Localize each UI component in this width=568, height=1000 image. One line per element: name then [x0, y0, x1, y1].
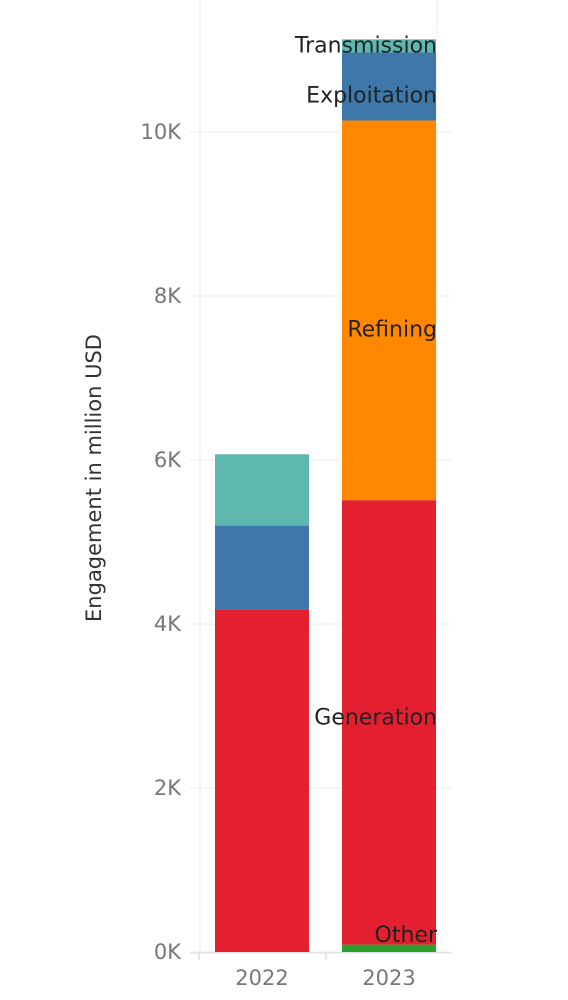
- y-tick-label: 4K: [154, 612, 182, 636]
- y-axis-title: Engagement in million USD: [82, 334, 106, 622]
- segment-label-exploitation: Exploitation: [306, 83, 437, 108]
- segment-labels: Other Generation Refining Exploitation Trans…: [294, 33, 438, 948]
- bars: [215, 39, 436, 952]
- segment-label-generation: Generation: [314, 706, 437, 731]
- bar-segment-refining-2023[interactable]: [342, 120, 436, 501]
- bar-segment-transmission-2023[interactable]: [342, 39, 436, 53]
- y-tick-label: 6K: [154, 448, 182, 472]
- y-tick-label: 2K: [154, 776, 182, 800]
- bar-segment-transmission-2022[interactable]: [215, 454, 309, 526]
- bar-segment-exploitation-2022[interactable]: [215, 525, 309, 610]
- y-tick-label: 0K: [154, 940, 182, 964]
- y-tick-label: 10K: [141, 120, 183, 144]
- x-axis: 2022 2023: [190, 952, 452, 990]
- segment-label-transmission: Transmission: [294, 33, 437, 58]
- bar-segment-generation-2023[interactable]: [342, 500, 436, 945]
- y-tick-label: 8K: [154, 284, 182, 308]
- x-tick-label: 2022: [235, 966, 288, 990]
- segment-label-refining: Refining: [347, 317, 437, 342]
- y-axis: 0K 2K 4K 6K 8K 10K: [141, 120, 183, 964]
- segment-label-other: Other: [375, 923, 438, 948]
- bar-segment-exploitation-2023[interactable]: [342, 52, 436, 121]
- bar-segment-other-2023[interactable]: [342, 944, 436, 952]
- x-tick-label: 2023: [362, 966, 415, 990]
- bar-segment-generation-2022[interactable]: [215, 609, 309, 952]
